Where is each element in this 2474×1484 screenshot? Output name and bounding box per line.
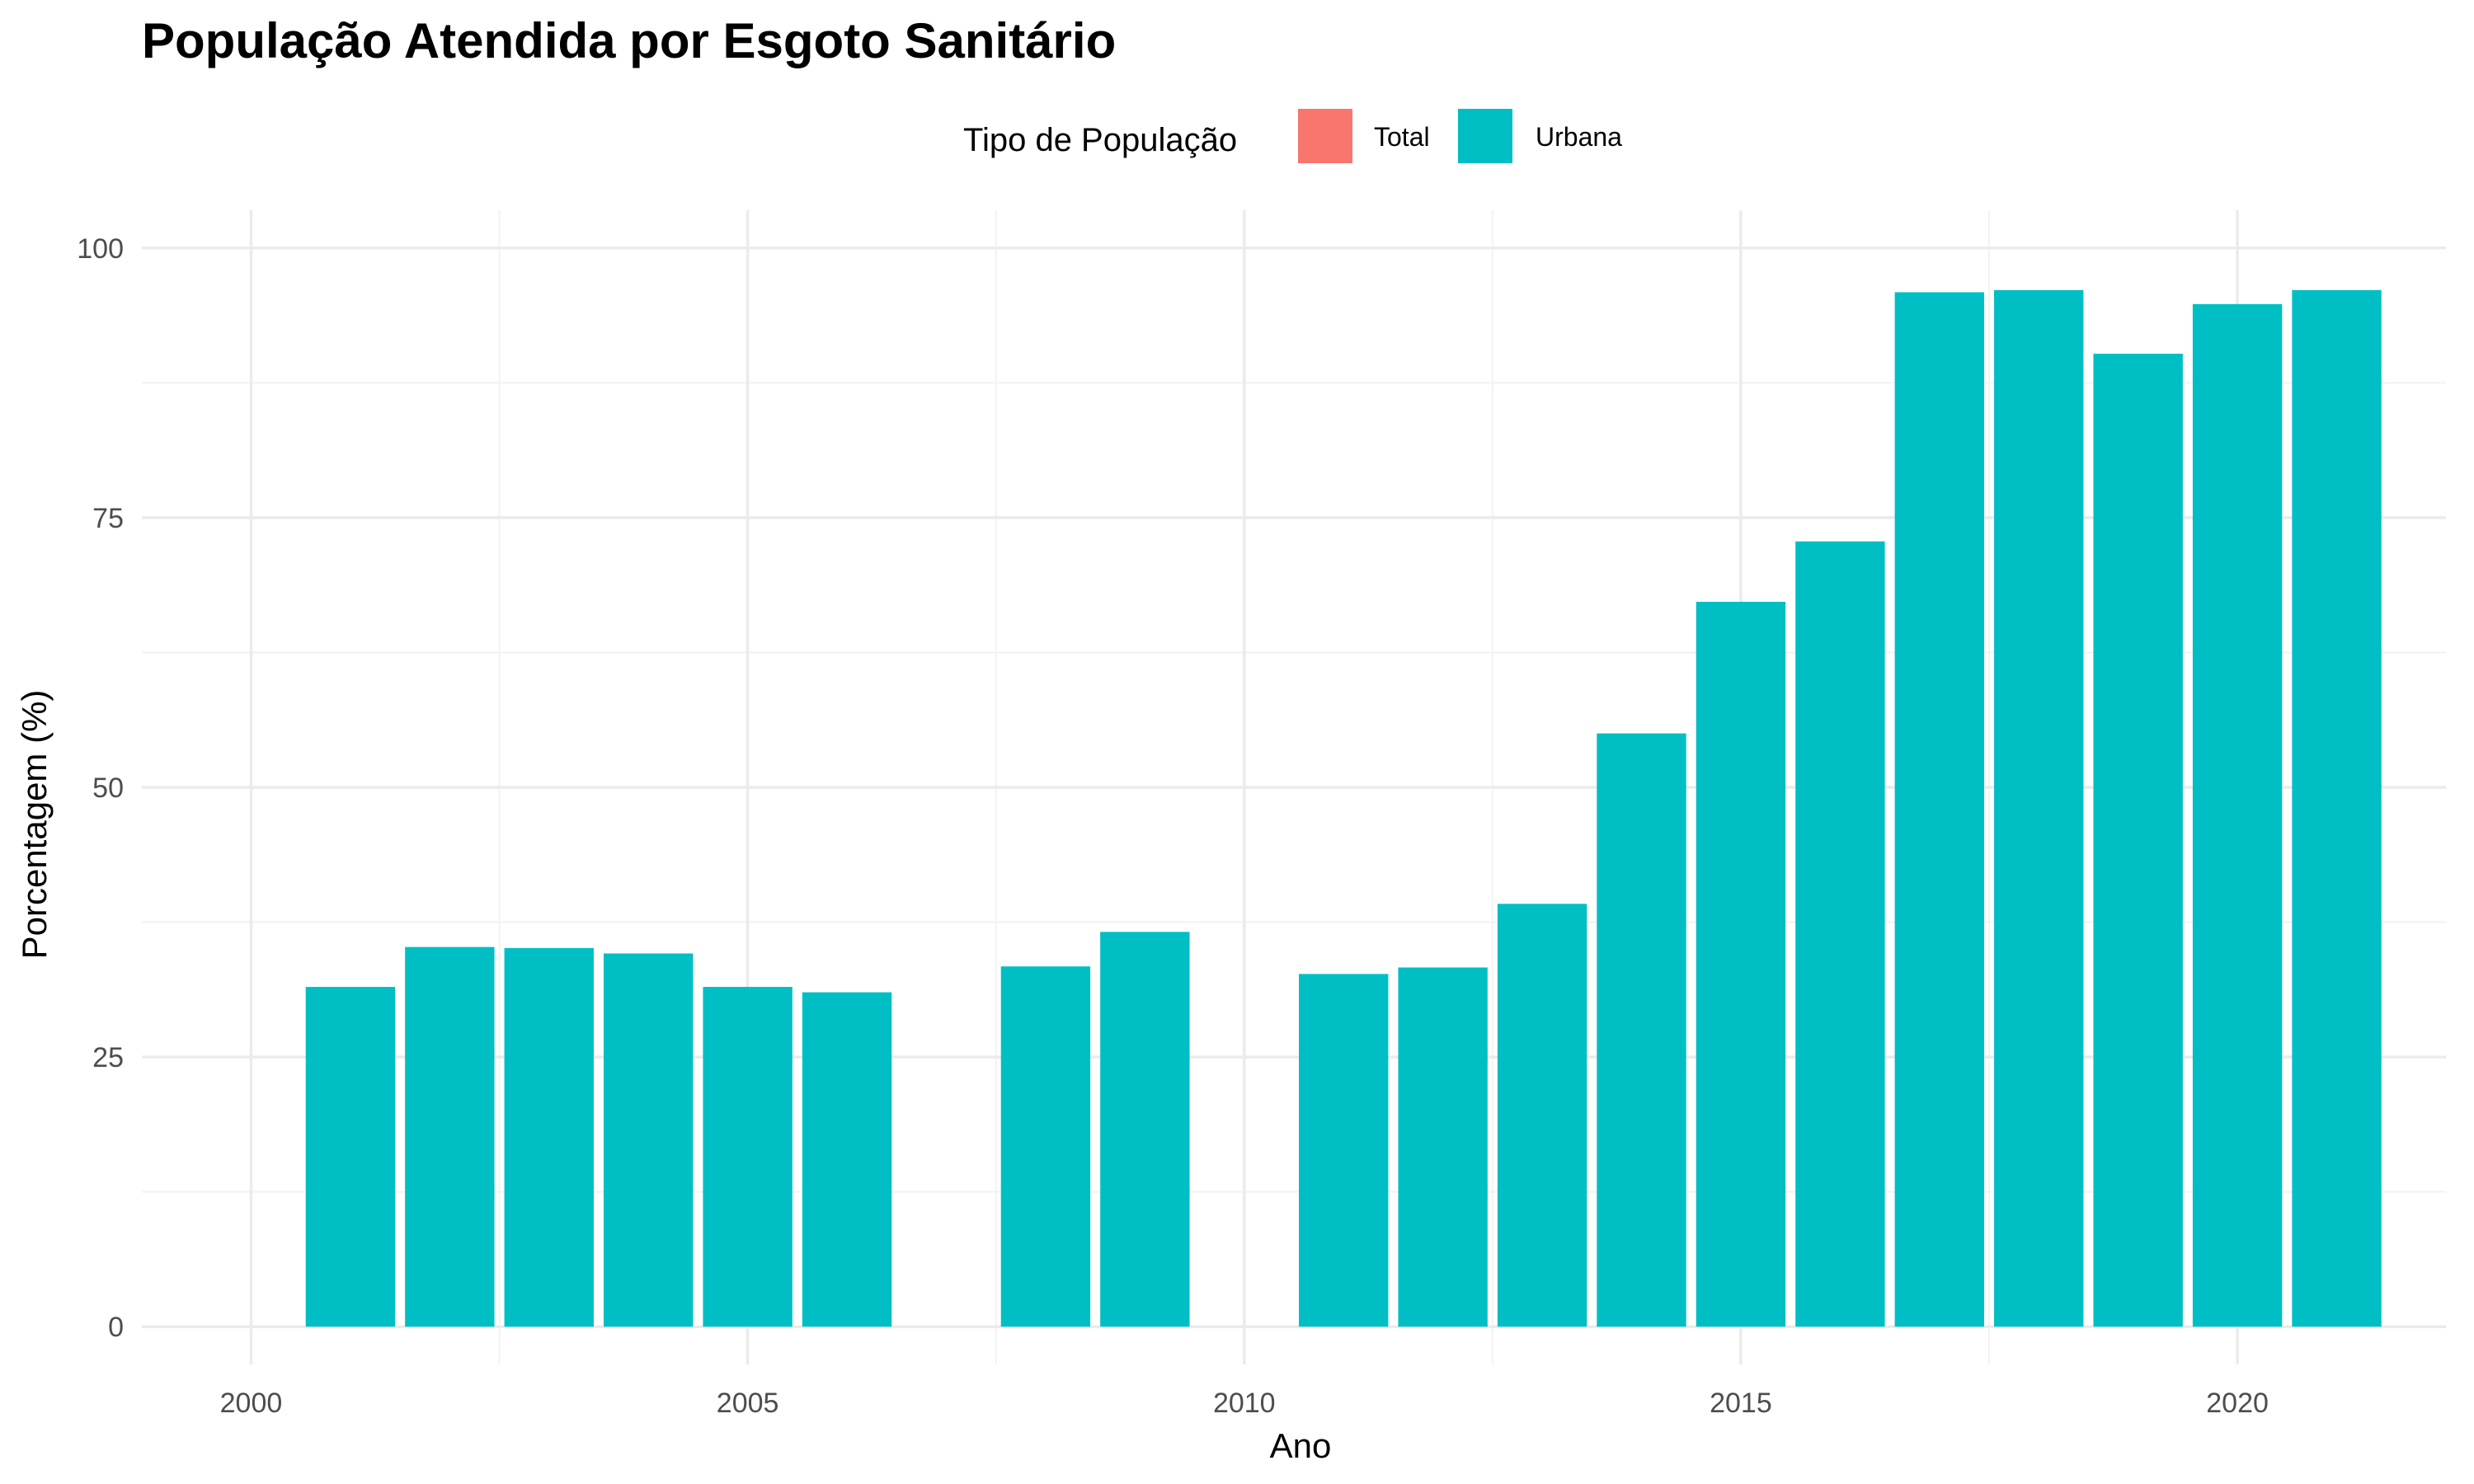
y-axis-title: Porcentagem (%)	[15, 690, 54, 960]
y-tick-label: 0	[108, 1312, 124, 1343]
bar-2009	[1100, 932, 1190, 1327]
bar-2018	[1994, 289, 2084, 1327]
bar-2019	[2093, 354, 2183, 1327]
bar-2021	[2292, 289, 2382, 1327]
x-tick-label: 2000	[220, 1388, 283, 1419]
y-tick-label: 75	[92, 503, 124, 534]
y-tick-label: 50	[92, 773, 124, 804]
legend-key-total	[1298, 109, 1352, 163]
bar-2014	[1597, 733, 1686, 1327]
x-axis-title: Ano	[1270, 1426, 1332, 1465]
x-tick-label: 2020	[2206, 1388, 2269, 1419]
legend: Tipo de População Total Urbana	[963, 109, 1622, 163]
chart-title: População Atendida por Esgoto Sanitário	[142, 13, 1116, 68]
x-tick-label: 2015	[1710, 1388, 1772, 1419]
legend-title: Tipo de População	[963, 122, 1237, 158]
legend-key-urbana	[1458, 109, 1512, 163]
bar-2012	[1398, 967, 1488, 1327]
bar-2008	[1000, 966, 1091, 1327]
bar-2002	[405, 946, 495, 1327]
bar-2004	[604, 953, 694, 1327]
bar-2013	[1497, 904, 1587, 1327]
x-tick-label: 2010	[1213, 1388, 1276, 1419]
bar-2001	[305, 987, 396, 1327]
bar-2006	[802, 992, 892, 1327]
x-tick-label: 2005	[717, 1388, 779, 1419]
bar-2020	[2192, 303, 2283, 1327]
bar-2011	[1299, 974, 1389, 1327]
bar-2015	[1696, 601, 1786, 1327]
axis-ticks: 0 25 50 75 100 2000 2005 2010 2015 2020	[77, 233, 2269, 1419]
legend-label-total: Total	[1374, 122, 1430, 152]
y-tick-label: 100	[77, 233, 124, 265]
bar-2005	[703, 987, 793, 1327]
bars	[305, 289, 2382, 1327]
y-tick-label: 25	[92, 1042, 124, 1073]
bar-2016	[1795, 541, 1885, 1327]
bar-2017	[1894, 292, 1984, 1327]
bar-2003	[504, 947, 594, 1327]
legend-label-urbana: Urbana	[1536, 122, 1622, 152]
